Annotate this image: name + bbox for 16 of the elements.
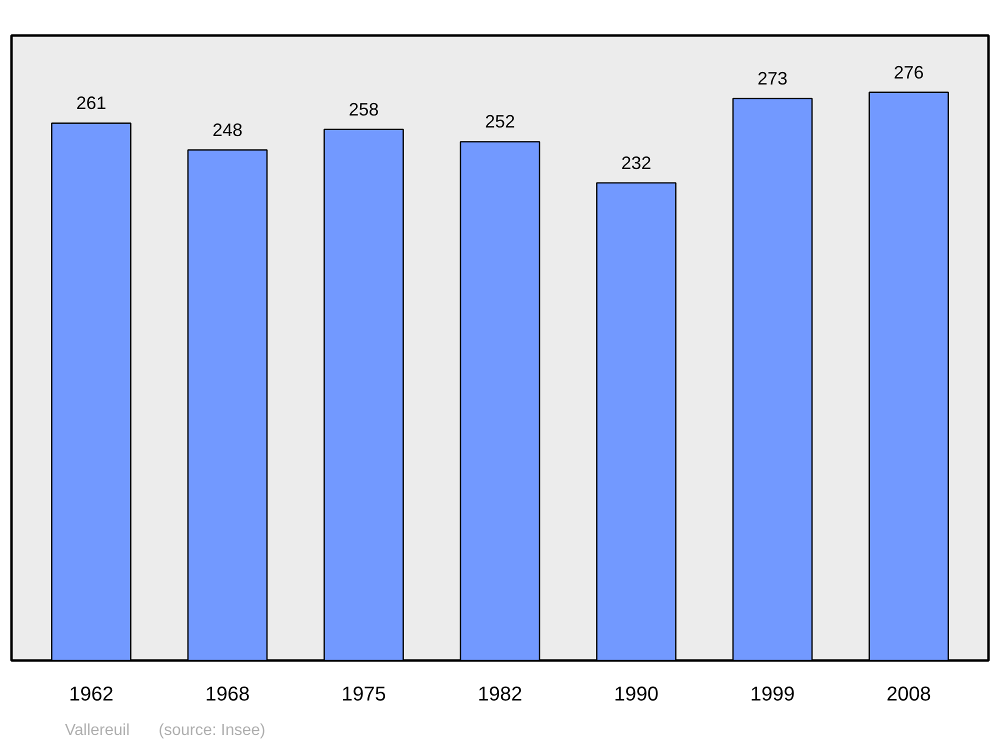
text: (source: Insee) [158,721,266,741]
data-label: 273 [758,68,788,88]
x-tick-label: 1968 [205,684,250,706]
x-tick-label: 2008 [886,684,932,706]
data-label: 248 [212,120,243,140]
x-tick-label: 1962 [68,684,114,706]
x-tick-label: 1982 [478,684,522,706]
data-label: 261 [76,93,106,114]
x-tick-label: 1975 [341,684,386,706]
text: Vallereuil [65,721,130,741]
x-tick-label: 1999 [750,684,795,706]
x-tick-label: 1990 [614,684,659,706]
data-label: 252 [484,112,516,132]
data-label: 276 [894,62,924,82]
data-label: 232 [621,152,652,173]
data-label: 258 [348,99,379,120]
